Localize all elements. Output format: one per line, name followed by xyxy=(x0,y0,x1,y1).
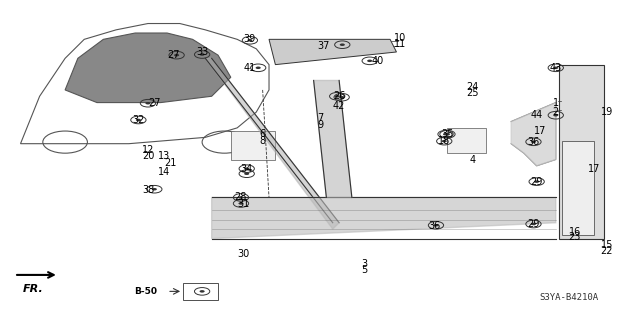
Text: 12: 12 xyxy=(142,145,154,155)
Text: 17: 17 xyxy=(588,164,600,174)
Text: 3: 3 xyxy=(362,259,367,269)
FancyBboxPatch shape xyxy=(562,141,594,235)
Circle shape xyxy=(152,188,157,190)
Text: 22: 22 xyxy=(600,246,613,256)
Circle shape xyxy=(174,54,179,56)
Circle shape xyxy=(442,140,447,142)
Text: 9: 9 xyxy=(317,120,323,130)
Circle shape xyxy=(200,53,205,56)
Text: 7: 7 xyxy=(317,113,323,123)
Text: 24: 24 xyxy=(467,82,479,92)
Text: 10: 10 xyxy=(394,33,406,43)
Text: 23: 23 xyxy=(569,232,581,242)
Circle shape xyxy=(244,173,249,175)
Text: 36: 36 xyxy=(527,137,540,147)
Text: 40: 40 xyxy=(371,56,383,66)
Text: S3YA-B4210A: S3YA-B4210A xyxy=(539,293,598,301)
Text: 21: 21 xyxy=(164,158,177,168)
Polygon shape xyxy=(511,103,556,166)
Text: 30: 30 xyxy=(237,249,250,259)
Circle shape xyxy=(443,133,448,136)
Text: 29: 29 xyxy=(531,177,543,187)
Circle shape xyxy=(239,196,244,199)
Circle shape xyxy=(445,133,450,136)
Circle shape xyxy=(433,224,438,226)
Text: 41: 41 xyxy=(244,63,256,73)
Polygon shape xyxy=(212,197,556,239)
Text: 19: 19 xyxy=(600,107,613,117)
Text: 35: 35 xyxy=(441,129,454,139)
Text: 1: 1 xyxy=(553,98,559,108)
Polygon shape xyxy=(205,58,339,229)
Text: 11: 11 xyxy=(394,39,406,49)
Text: 27: 27 xyxy=(148,98,161,108)
Text: FR.: FR. xyxy=(23,285,44,294)
Circle shape xyxy=(136,119,141,121)
Circle shape xyxy=(531,223,536,225)
FancyBboxPatch shape xyxy=(231,131,275,160)
Circle shape xyxy=(553,67,558,69)
Text: B-50: B-50 xyxy=(134,287,157,296)
Text: 2: 2 xyxy=(553,107,559,117)
Circle shape xyxy=(335,95,340,98)
Circle shape xyxy=(239,202,244,205)
Text: 36: 36 xyxy=(429,221,441,231)
Polygon shape xyxy=(65,33,231,103)
Text: 27: 27 xyxy=(167,50,180,60)
Text: 13: 13 xyxy=(157,151,170,161)
Text: 31: 31 xyxy=(237,199,250,209)
Circle shape xyxy=(340,43,345,46)
Circle shape xyxy=(339,96,344,99)
Text: 4: 4 xyxy=(470,154,476,165)
Text: 16: 16 xyxy=(569,227,581,237)
Text: 8: 8 xyxy=(260,136,266,145)
Circle shape xyxy=(553,114,558,116)
Text: 42: 42 xyxy=(333,101,346,111)
Text: 43: 43 xyxy=(550,63,562,73)
Text: 39: 39 xyxy=(244,34,256,44)
FancyBboxPatch shape xyxy=(447,128,486,153)
Text: 28: 28 xyxy=(234,192,246,203)
Text: 20: 20 xyxy=(142,151,154,161)
Text: 33: 33 xyxy=(196,47,208,57)
Circle shape xyxy=(200,290,205,293)
Text: 38: 38 xyxy=(142,184,154,195)
Text: 26: 26 xyxy=(333,91,346,101)
Circle shape xyxy=(531,141,536,143)
Circle shape xyxy=(244,167,249,170)
FancyBboxPatch shape xyxy=(559,65,604,239)
Text: 14: 14 xyxy=(157,167,170,177)
Text: 5: 5 xyxy=(362,265,368,275)
Circle shape xyxy=(367,60,372,62)
Circle shape xyxy=(534,180,540,183)
Circle shape xyxy=(145,102,150,105)
Text: 44: 44 xyxy=(531,110,543,120)
Text: 29: 29 xyxy=(527,219,540,229)
Text: 32: 32 xyxy=(132,115,145,125)
Text: 6: 6 xyxy=(260,129,266,139)
Text: 17: 17 xyxy=(534,126,546,136)
Circle shape xyxy=(247,39,252,41)
Circle shape xyxy=(255,67,260,69)
Text: 15: 15 xyxy=(600,240,613,250)
Polygon shape xyxy=(269,39,396,65)
Text: 37: 37 xyxy=(317,41,330,51)
Text: 18: 18 xyxy=(438,136,451,145)
Polygon shape xyxy=(314,80,352,197)
Text: 34: 34 xyxy=(241,164,253,174)
Text: 25: 25 xyxy=(467,88,479,98)
